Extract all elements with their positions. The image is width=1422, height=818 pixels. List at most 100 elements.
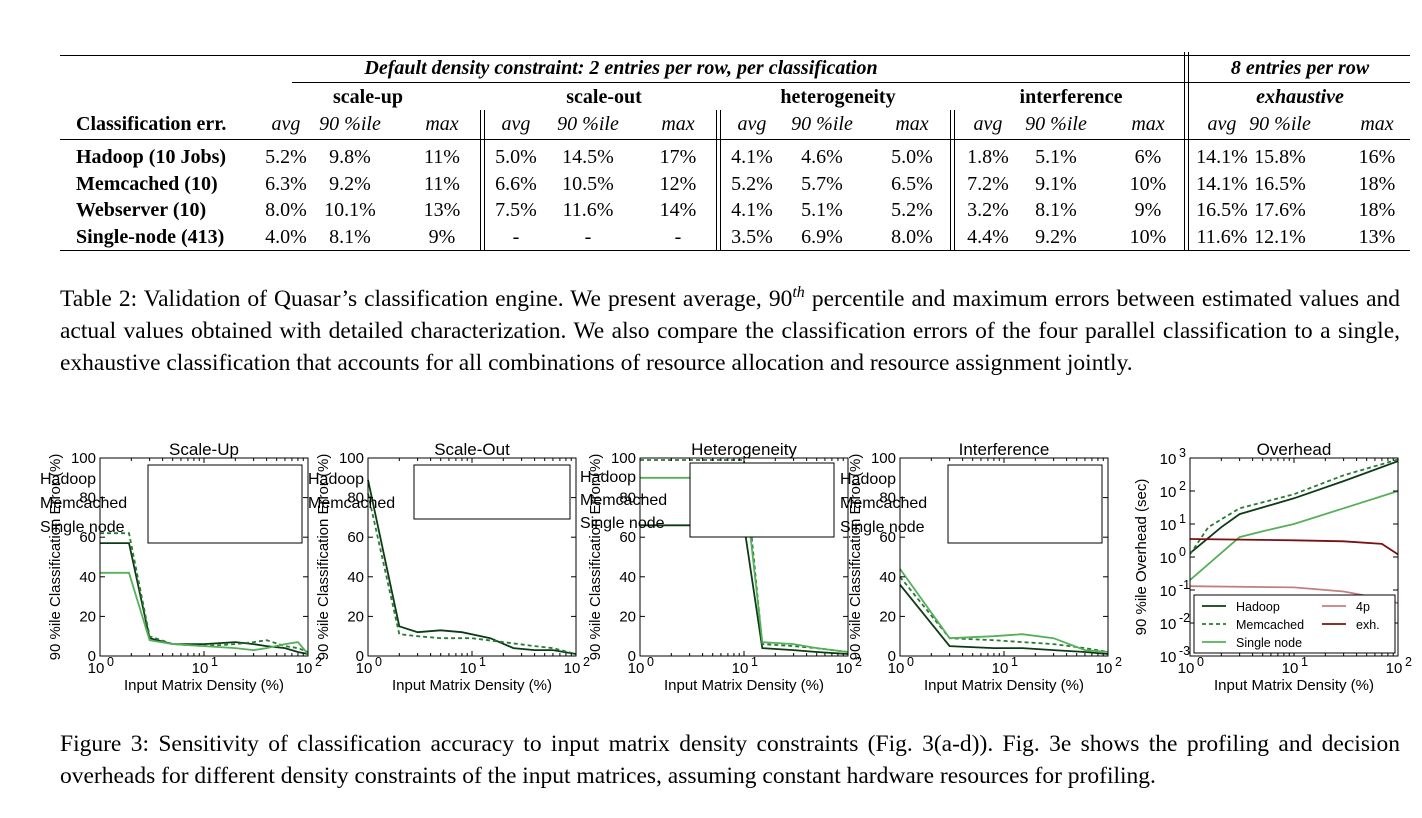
table-cell: 16% <box>1358 146 1396 168</box>
column-header-max: max <box>425 113 459 135</box>
y-tick-label: 40 <box>79 569 96 586</box>
legend-box <box>413 464 571 520</box>
table-bottom-rule <box>60 250 1410 251</box>
legend-label: Single node <box>580 515 665 532</box>
table-cell: 6.5% <box>891 172 933 195</box>
tick-label-base: 10 <box>1160 649 1177 666</box>
table-cell: 11.6% <box>1196 225 1248 248</box>
tick-label-exponent: 3 <box>1179 446 1186 460</box>
divider-4a <box>1184 52 1185 250</box>
tick-label-exponent: 0 <box>107 655 114 669</box>
table-cell: 14.1% <box>1196 172 1248 195</box>
divider-2b <box>720 110 721 250</box>
table-cell: 10.5% <box>562 172 614 195</box>
table-caption-rest: percentile and maximum errors between es… <box>60 285 1400 376</box>
tick-label-base: 10 <box>888 660 905 677</box>
y-tick-label: 10 1 <box>1160 512 1186 534</box>
table-cell: 1.8% <box>967 146 1009 168</box>
table-top-rule <box>60 55 1410 56</box>
legend-label: Memcached <box>40 495 127 512</box>
x-tick-label: 10 0 <box>628 655 654 677</box>
chart-title: Interference <box>959 440 1050 459</box>
tick-label-exponent: 1 <box>751 655 758 669</box>
table-cell: 16.5% <box>1196 199 1248 221</box>
x-tick-label: 10 2 <box>564 655 590 677</box>
divider-1a <box>480 110 481 250</box>
tick-label-exponent: 0 <box>907 655 914 669</box>
tick-label-base: 10 <box>1096 660 1113 677</box>
x-axis-label: Input Matrix Density (%) <box>924 677 1084 694</box>
tick-label-base: 10 <box>1160 484 1177 501</box>
table-cell: 5.0% <box>891 146 933 168</box>
column-header-max: max <box>895 113 929 135</box>
y-tick-label: 0 <box>628 648 636 665</box>
divider-2a <box>716 110 717 250</box>
series-line-memcached <box>367 493 577 655</box>
y-tick-label: 80 <box>879 490 896 507</box>
table-header-right: 8 entries per row <box>1230 57 1370 79</box>
table-cell: 11% <box>424 146 460 168</box>
chart-heterogeneity: Heterogeneity 10 0 10 1 10 2 0 20 40 60 80 100 Input … <box>580 430 870 700</box>
x-tick-label: 10 0 <box>1178 655 1204 677</box>
y-tick-label: 60 <box>79 529 96 546</box>
table-column-header-rule <box>60 139 1410 140</box>
chart-title: Scale-Out <box>434 440 510 459</box>
column-header-avg: avg <box>973 113 1003 135</box>
tick-label-base: 10 <box>628 660 645 677</box>
legend-label: Memcached <box>580 492 667 509</box>
table-cell: 13% <box>423 199 461 221</box>
tick-label-base: 10 <box>192 660 209 677</box>
legend-label: Memcached <box>840 495 927 512</box>
tick-label-exponent: 1 <box>1011 655 1018 669</box>
chart-title: Scale-Up <box>169 440 239 459</box>
table-cell: - <box>674 225 682 248</box>
table-caption: Table 2: Validation of Quasar’s classifi… <box>60 277 1400 379</box>
x-axis-label: Input Matrix Density (%) <box>664 677 824 694</box>
group-interference: interference <box>1019 86 1123 108</box>
y-tick-label: 80 <box>619 490 636 507</box>
row-label: Webserver (10) <box>76 199 207 221</box>
table-cell: 5.1% <box>801 199 843 221</box>
chart-title: Heterogeneity <box>691 440 797 459</box>
row-label: Hadoop (10 Jobs) <box>76 146 227 168</box>
y-axis-label: 90 %ile Classification Error (%) <box>587 454 604 661</box>
x-axis-label: Input Matrix Density (%) <box>124 677 284 694</box>
table-cell: 8.1% <box>329 225 371 248</box>
tick-label-exponent: -1 <box>1179 578 1190 592</box>
chart-overhead: Overhead 10 0 10 1 10 2 10 -3 10 -2 10 -1 10 0 10 1 10 2 10… <box>1130 430 1420 700</box>
tick-label-base: 10 <box>1160 550 1177 567</box>
table-cell: 9% <box>1134 199 1162 221</box>
x-tick-label: 10 1 <box>992 655 1018 677</box>
y-tick-label: 40 <box>347 569 364 586</box>
table-cell: 11.6% <box>562 199 614 221</box>
legend-label: Hadoop <box>840 471 896 488</box>
y-tick-label: 20 <box>347 608 364 625</box>
table-cell: 10% <box>1129 225 1167 248</box>
legend-box <box>689 462 835 538</box>
tick-label-exponent: -3 <box>1179 644 1190 658</box>
tick-label-base: 10 <box>836 660 853 677</box>
table-cell: 4.6% <box>801 146 843 168</box>
column-header-90ile: 90 %ile <box>557 113 619 135</box>
table-cell: 15.8% <box>1254 146 1306 168</box>
y-tick-label: 10 3 <box>1160 446 1186 468</box>
legend-label: Hadoop <box>40 471 96 488</box>
x-axis-label: Input Matrix Density (%) <box>1214 677 1374 694</box>
table-cell: 16.5% <box>1254 172 1306 195</box>
table-cell: 17.6% <box>1254 199 1306 221</box>
row-label-header: Classification err. <box>76 113 227 135</box>
tick-label-base: 10 <box>1160 583 1177 600</box>
table-cell: 8.0% <box>891 225 933 248</box>
y-tick-label: 40 <box>619 569 636 586</box>
y-tick-label: 10 -1 <box>1160 578 1191 600</box>
table-cell: 5.2% <box>265 146 307 168</box>
x-tick-label: 10 2 <box>1096 655 1122 677</box>
legend-label: 4p <box>1356 600 1370 614</box>
table-cell: 11% <box>424 172 460 195</box>
y-tick-label: 0 <box>356 648 364 665</box>
table-cell: 10.1% <box>324 199 376 221</box>
chart-title: Overhead <box>1257 440 1332 459</box>
table-cell: 3.2% <box>967 199 1009 221</box>
table-cell: 5.2% <box>731 172 773 195</box>
chart-interference: Interference 10 0 10 1 10 2 0 20 40 60 80 100 Input M… <box>840 430 1130 700</box>
